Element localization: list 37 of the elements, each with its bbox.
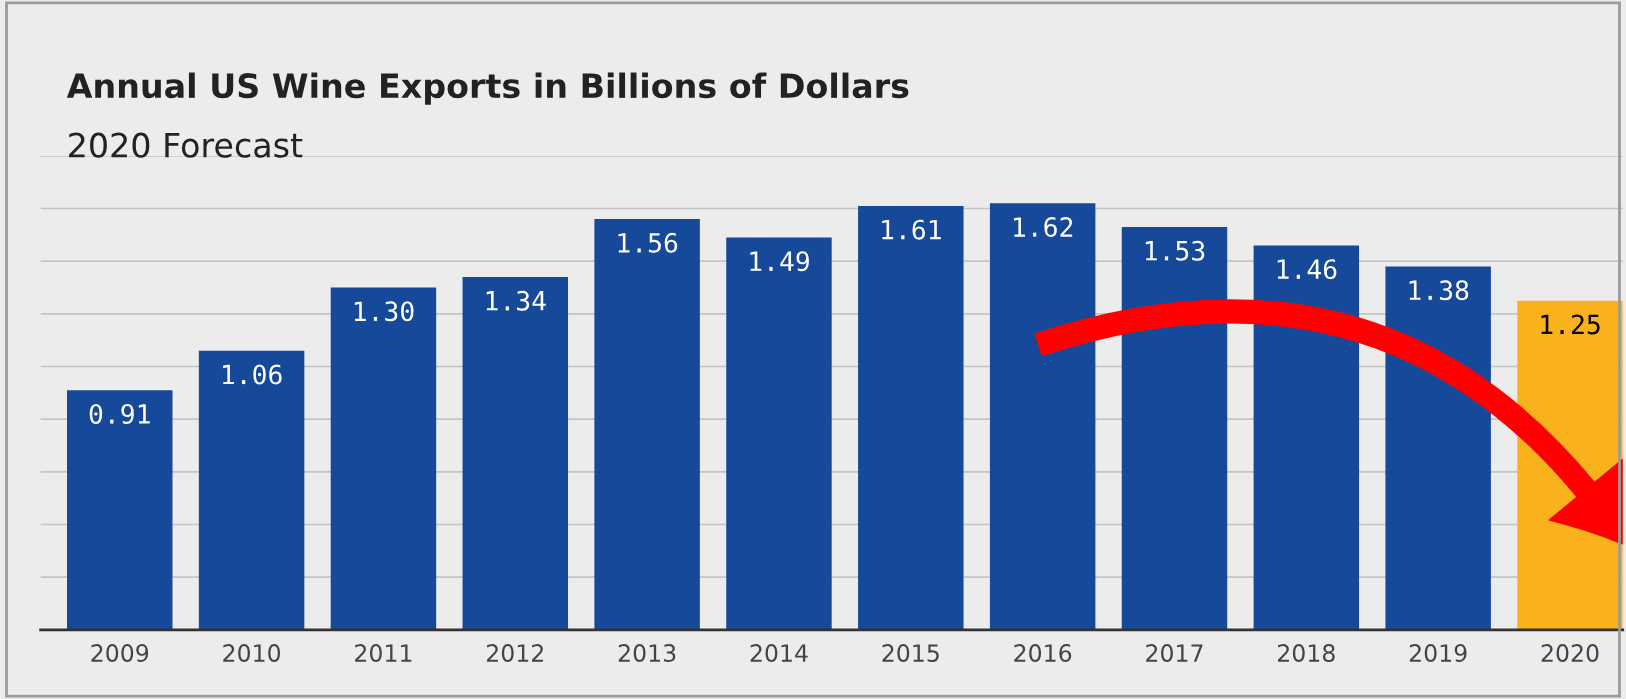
data-label: 0.91 bbox=[89, 403, 150, 424]
data-label: 1.53 bbox=[1145, 240, 1205, 261]
data-label: 1.34 bbox=[486, 290, 546, 311]
data-label: 1.61 bbox=[882, 219, 941, 240]
bar bbox=[1253, 245, 1360, 630]
bar bbox=[726, 237, 832, 630]
data-label: 1.25 bbox=[1541, 314, 1600, 335]
chart-title: Annual US Wine Exports in Billions of Dollars bbox=[66, 72, 909, 105]
bar bbox=[1121, 226, 1228, 630]
x-tick-label: 2012 bbox=[486, 644, 543, 662]
bar bbox=[1385, 266, 1491, 630]
x-tick-label: 2010 bbox=[223, 644, 281, 662]
x-tick-label: 2013 bbox=[618, 644, 676, 662]
bar bbox=[67, 390, 173, 630]
bar bbox=[858, 205, 964, 630]
data-label: 1.38 bbox=[1409, 280, 1469, 301]
x-tick-label: 2017 bbox=[1146, 644, 1203, 662]
x-tick-label: 2009 bbox=[91, 644, 149, 662]
x-tick-label: 2014 bbox=[750, 644, 808, 662]
x-tick-label: 2018 bbox=[1278, 644, 1335, 662]
data-label: 1.56 bbox=[618, 232, 678, 253]
x-tick-label: 2019 bbox=[1409, 644, 1467, 662]
data-label: 1.49 bbox=[750, 251, 809, 272]
bar bbox=[989, 203, 1096, 630]
data-label: 1.30 bbox=[354, 301, 414, 322]
x-tick-label: 2016 bbox=[1014, 644, 1072, 662]
x-tick-label: 2011 bbox=[355, 644, 412, 662]
x-tick-label: 2015 bbox=[882, 644, 939, 662]
data-label: 1.46 bbox=[1277, 259, 1337, 280]
data-label: 1.62 bbox=[1014, 217, 1073, 237]
bar bbox=[198, 350, 305, 630]
data-label: 1.06 bbox=[222, 364, 282, 385]
bar bbox=[594, 219, 700, 630]
bar bbox=[330, 287, 437, 630]
x-tick-label: 2020 bbox=[1541, 644, 1599, 662]
bar bbox=[462, 276, 569, 630]
chart-subtitle: 2020 Forecast bbox=[69, 132, 303, 158]
